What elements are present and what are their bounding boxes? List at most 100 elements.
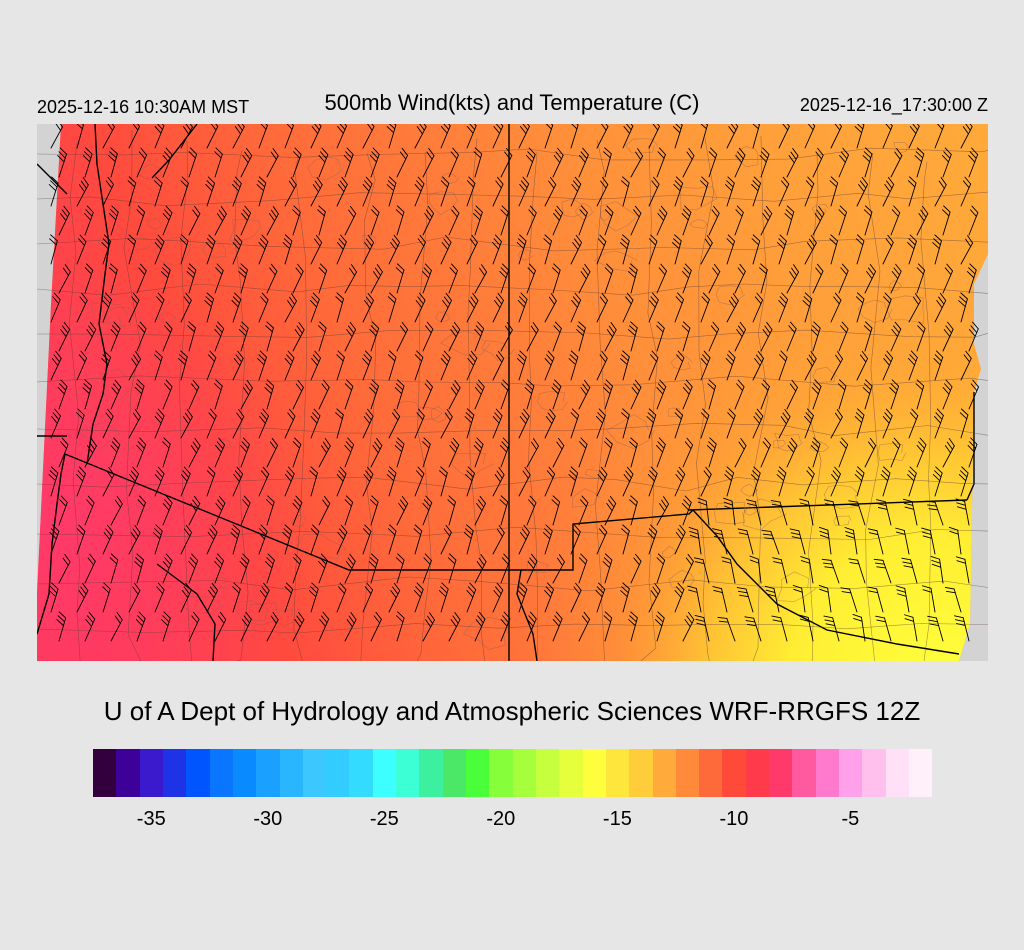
wind-barb	[238, 321, 249, 352]
wind-barb	[792, 584, 806, 613]
wind-barb	[214, 206, 227, 236]
wind-barb	[656, 437, 666, 468]
wind-barb	[336, 350, 345, 381]
terrain-contour	[743, 506, 757, 516]
utc-time-label: 2025-12-16_17:30:00 Z	[799, 95, 988, 115]
wind-barb	[840, 587, 858, 613]
wind-barb	[777, 234, 787, 265]
terrain-contour	[450, 453, 495, 480]
wind-barb	[525, 147, 536, 178]
wind-barb	[776, 466, 787, 497]
wind-barb	[518, 467, 531, 497]
wind-barb	[908, 350, 918, 381]
wind-barb	[500, 379, 510, 410]
colorbar-swatch	[769, 749, 793, 797]
colorbar-swatch	[512, 749, 536, 797]
wind-barb	[128, 292, 140, 323]
colorbar-swatch	[232, 749, 257, 797]
wind-barb	[656, 321, 665, 352]
wind-barb	[154, 234, 165, 265]
colorbar-ticks: -35 -30 -25 -20 -15 -10 -5	[93, 808, 932, 838]
wind-barb	[48, 466, 59, 497]
colorbar-swatch	[699, 749, 723, 797]
wind-barb	[648, 350, 659, 381]
wind-barb	[524, 379, 535, 410]
wind-barb	[344, 437, 355, 468]
county-line	[123, 129, 141, 661]
wind-barb	[82, 379, 93, 410]
wind-barb	[725, 176, 735, 207]
wind-barb	[526, 322, 539, 352]
wind-barb	[693, 557, 710, 584]
wind-barb	[230, 524, 241, 555]
wind-barb	[76, 292, 88, 323]
colorbar-swatch	[535, 749, 560, 797]
colorbar-tick-label: -35	[136, 808, 166, 830]
wind-barb	[232, 466, 244, 497]
wind-barb	[602, 553, 613, 584]
terrain-contour	[236, 600, 271, 622]
wind-barb	[206, 466, 216, 497]
wind-barb	[466, 293, 479, 323]
wind-barb	[552, 437, 565, 468]
wind-barb	[310, 234, 323, 265]
wind-barb	[570, 176, 582, 207]
wind-barb	[864, 437, 877, 468]
terrain-contour	[97, 236, 110, 246]
wind-barb	[518, 408, 530, 439]
wind-barb	[136, 437, 147, 468]
wind-barb	[344, 495, 354, 526]
wind-barb	[258, 408, 269, 439]
wind-barb	[933, 350, 944, 381]
wind-barb	[499, 495, 509, 526]
wind-barb	[708, 147, 718, 178]
wind-barb	[721, 556, 736, 584]
wind-barb	[752, 292, 764, 323]
wind-barb	[414, 350, 424, 381]
wind-barb	[308, 582, 319, 613]
wind-barb	[387, 524, 397, 555]
wind-barb	[968, 379, 979, 410]
colorbar-swatch	[745, 749, 770, 797]
colorbar-swatch	[349, 749, 373, 797]
wind-barb	[344, 379, 354, 410]
wind-barb	[621, 176, 630, 207]
colorbar-swatch	[582, 749, 606, 797]
wind-barb	[934, 292, 947, 323]
wind-barb	[552, 263, 561, 294]
wind-barb	[58, 495, 68, 526]
wind-barb	[336, 582, 347, 613]
wind-barb	[58, 437, 69, 468]
wind-barb	[180, 582, 192, 613]
wind-barb	[440, 234, 452, 265]
credit-line: U of A Dept of Hydrology and Atmospheric…	[103, 696, 921, 726]
colorbar-swatch	[908, 749, 933, 797]
wind-barb	[830, 351, 844, 381]
colorbar-swatch	[139, 749, 163, 797]
wind-barb	[110, 321, 121, 352]
terrain-contour	[714, 501, 746, 525]
wind-barb	[648, 292, 659, 323]
wind-barb	[474, 264, 488, 294]
wind-barb	[335, 408, 344, 439]
wind-barb	[749, 555, 762, 584]
wind-barb	[544, 176, 557, 207]
wind-barb	[799, 498, 814, 526]
wind-barb	[838, 147, 849, 178]
wind-barb	[621, 524, 630, 555]
wind-barb	[770, 500, 788, 526]
wind-barb	[921, 527, 936, 555]
wind-barb	[492, 124, 504, 149]
wind-barb	[344, 612, 357, 642]
wind-barb	[570, 408, 580, 439]
wind-barb	[258, 466, 270, 497]
wind-barb	[240, 205, 252, 236]
terrain-contour	[90, 302, 129, 325]
wind-barb	[517, 582, 528, 613]
wind-barb	[58, 321, 71, 352]
wind-barb	[544, 582, 554, 613]
wind-barb	[214, 553, 224, 584]
county-line	[37, 283, 988, 296]
wind-barb	[448, 321, 461, 352]
wind-barb	[804, 124, 816, 149]
